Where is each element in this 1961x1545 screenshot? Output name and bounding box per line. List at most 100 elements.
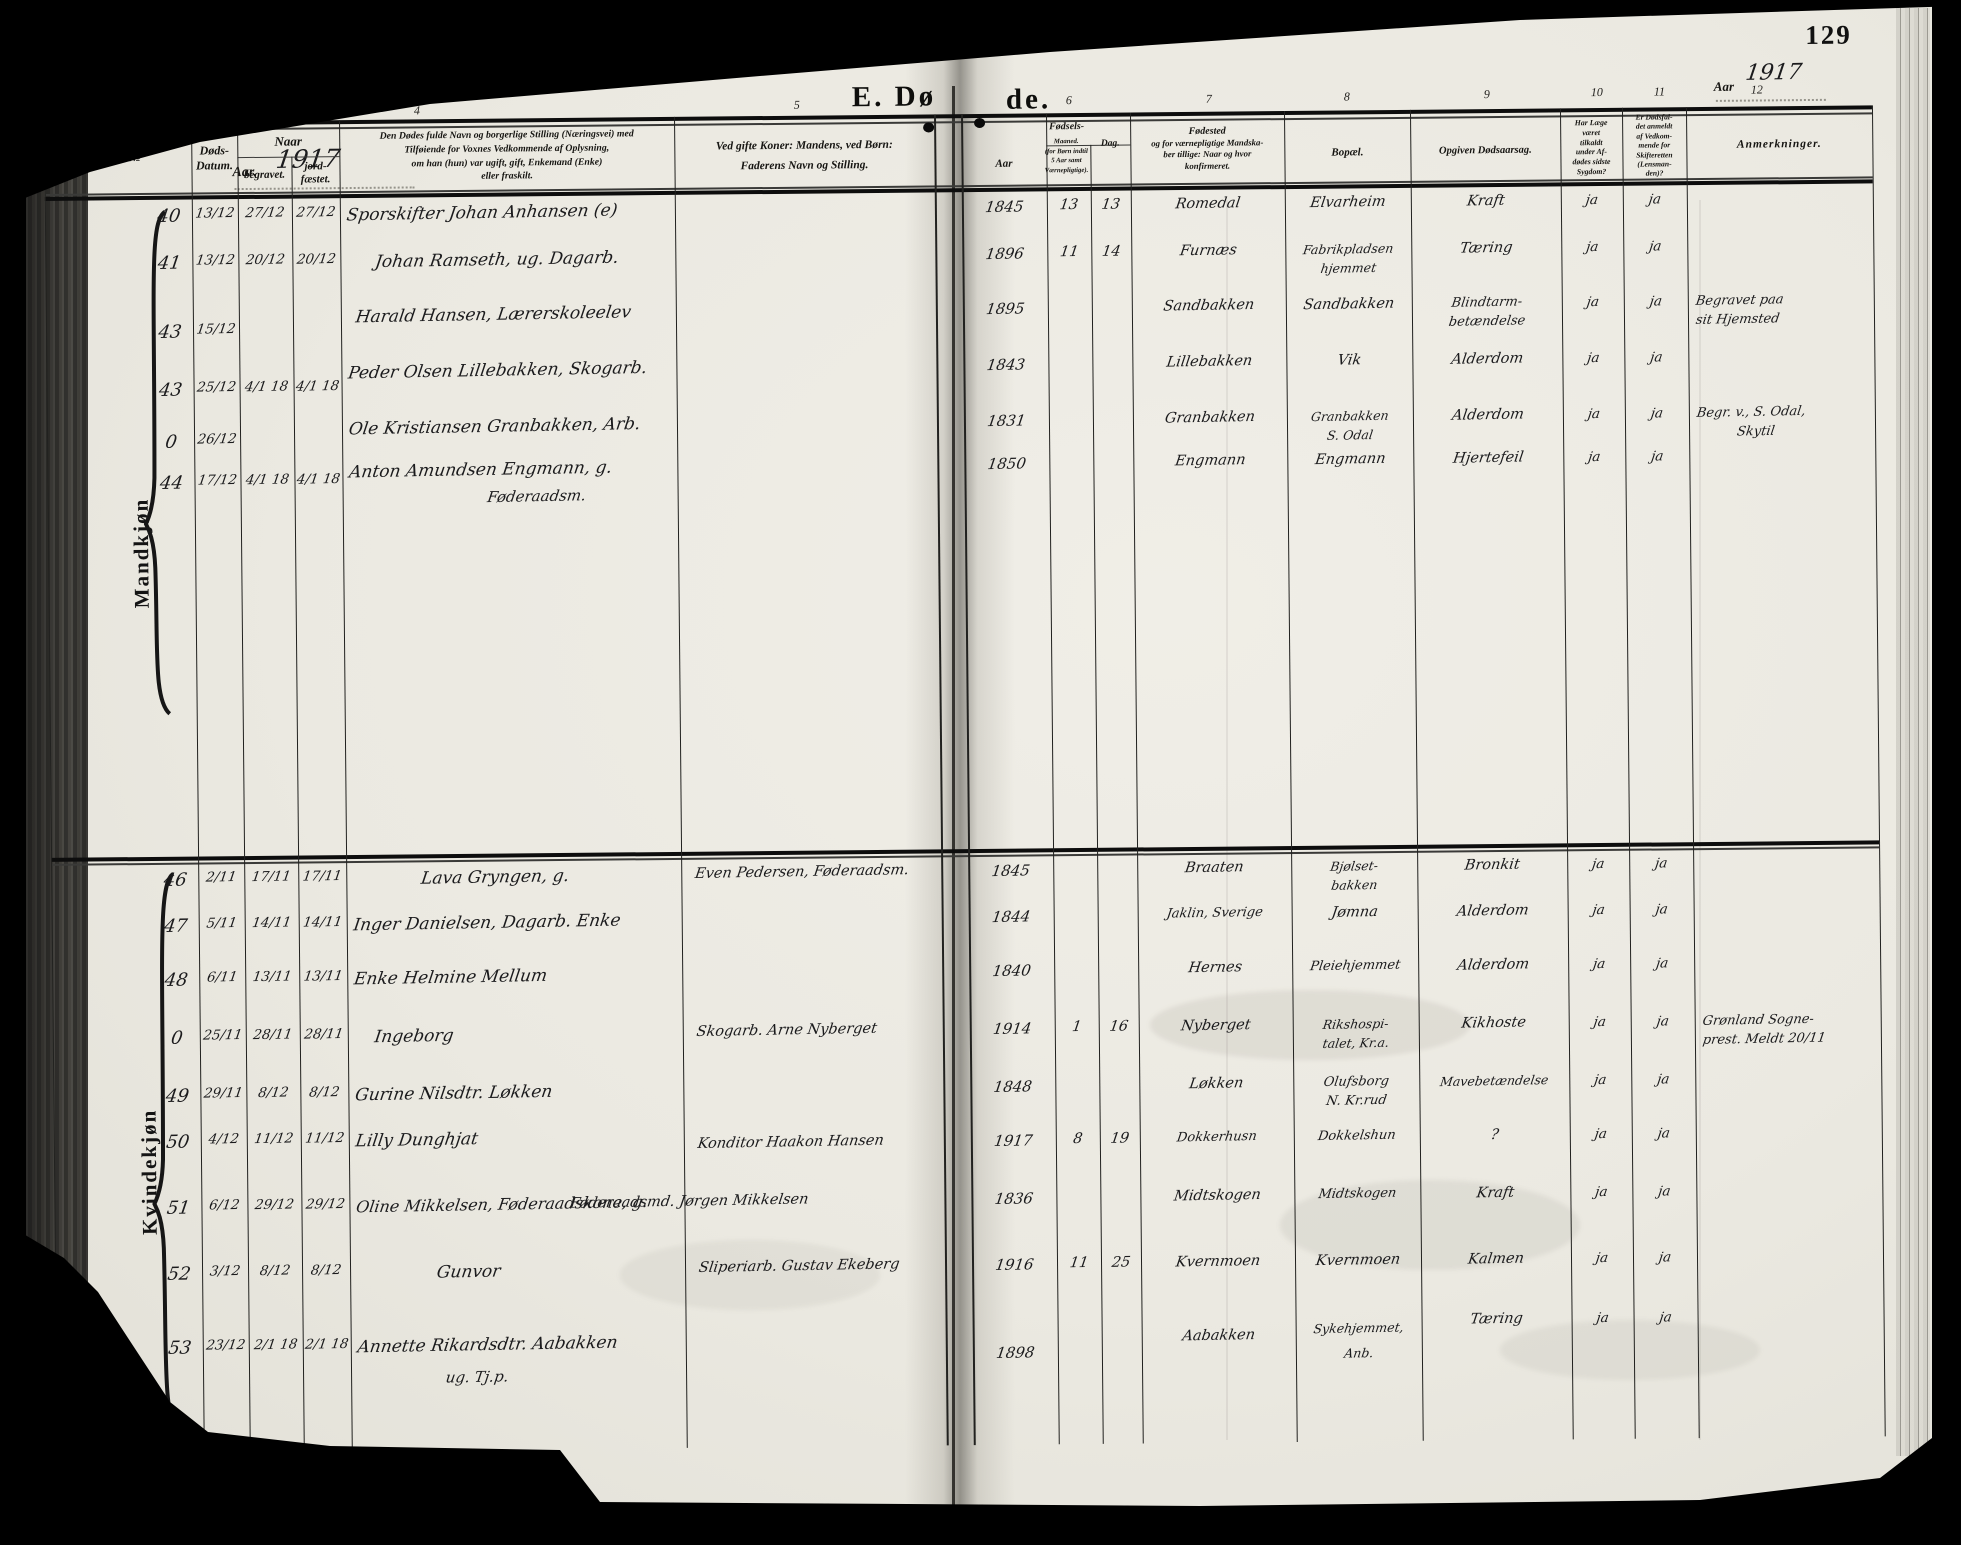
cause-of-death: ?	[1489, 1126, 1500, 1144]
residence: Elvarheim	[1309, 193, 1387, 212]
remark-line2: sit Hjemsted	[1694, 311, 1781, 328]
husband-or-father: Skogarb. Arne Nyberget	[695, 1020, 879, 1041]
record-row-51: 51 6/12 29/12 29/12 Oline Mikkelsen, Fød…	[4, 1181, 1961, 1219]
committal-date: 28/11	[303, 1025, 345, 1043]
birth-year: 1895	[984, 299, 1026, 319]
doctor-called: ja	[1590, 855, 1606, 873]
left-page-right-border	[933, 114, 949, 1446]
buried-date: 8/12	[257, 1084, 290, 1102]
birth-day: 19	[1109, 1130, 1131, 1147]
record-row-50: 50 4/12 11/12 11/12 Lilly Dunghjat Kondi…	[4, 1115, 1961, 1153]
row-number: 53	[166, 1337, 193, 1359]
cause-of-death: Bronkit	[1463, 856, 1521, 874]
birth-month: 11	[1068, 1254, 1090, 1272]
column-line	[339, 120, 354, 1452]
page-number: 129	[1805, 19, 1852, 51]
cause-of-death: Alderdom	[1450, 350, 1525, 368]
row-number: 49	[164, 1085, 191, 1107]
doctor-called: ja	[1586, 405, 1602, 423]
probate-reported: ja	[1657, 1249, 1673, 1266]
record-row-52: 52 3/12 8/12 8/12 Gunvor Sliperiarb. Gus…	[5, 1247, 1961, 1285]
row-number: 44	[158, 472, 185, 494]
residence-line2: bakken	[1330, 876, 1379, 893]
cause-of-death: Alderdom	[1450, 406, 1525, 424]
birthplace: Granbakken	[1163, 408, 1257, 427]
deceased-name: Enke Helmine Mellum	[352, 965, 549, 990]
header-fodested: Fødested og for værnepligtige Mandska- b…	[1151, 125, 1264, 171]
paper-crease	[1226, 200, 1228, 1440]
committal-date: 11/12	[304, 1129, 346, 1147]
deceased-name: Annette Rikardsdtr. Aabakken	[356, 1332, 619, 1358]
record-row-0b: 0 25/11 28/11 28/11 Ingeborg Skogarb. Ar…	[3, 1011, 1961, 1051]
page-title-right: de.	[1005, 83, 1052, 116]
probate-reported: ja	[1657, 1183, 1672, 1200]
record-row-47: 47 5/11 14/11 14/11 Inger Danielsen, Dag…	[2, 899, 1961, 937]
residence: Granbakken	[1310, 407, 1390, 425]
doctor-called: ja	[1594, 1249, 1610, 1267]
buried-date: 11/12	[253, 1130, 295, 1148]
birthplace: Løkken	[1188, 1075, 1245, 1093]
birth-year: 1836	[993, 1189, 1035, 1209]
column-number: 5	[793, 97, 800, 112]
residence: Olufsborg	[1322, 1073, 1391, 1091]
header-naar: Naar	[274, 133, 303, 149]
doctor-called: ja	[1586, 349, 1601, 367]
right-page-edge-stack	[1896, 8, 1930, 1456]
scanned-paper-sheet	[26, 0, 1932, 1512]
bleed-through-smudge	[1280, 1180, 1580, 1270]
probate-reported: ja	[1648, 238, 1663, 255]
birth-month: 13	[1058, 196, 1080, 214]
death-date: 29/11	[202, 1084, 244, 1102]
doctor-called: ja	[1595, 1309, 1610, 1327]
probate-reported: ja	[1653, 855, 1669, 872]
deceased-name: Anton Amundsen Engmann, g.	[347, 457, 614, 483]
probate-reported: ja	[1658, 1309, 1673, 1326]
birthplace: Lillebakken	[1165, 352, 1254, 371]
doctor-called: ja	[1591, 955, 1607, 973]
row-number: 41	[156, 252, 183, 274]
birth-year: 1917	[992, 1131, 1034, 1151]
death-date: 17/12	[196, 471, 239, 489]
row-number: 0	[169, 1027, 185, 1049]
husband-or-father: Konditor Haakon Hansen	[696, 1132, 885, 1153]
gutter-fold-line	[952, 86, 955, 1506]
deceased-name: Harald Hansen, Lærerskoleelev	[354, 302, 633, 328]
column-number: 11	[1653, 84, 1665, 99]
birthplace: Furnæs	[1178, 242, 1238, 260]
birthplace: Braaten	[1183, 859, 1245, 877]
birth-year: 1916	[994, 1255, 1035, 1275]
committal-date: 13/11	[302, 967, 344, 985]
header-dodsdatum: Døds- Datum.	[195, 143, 234, 173]
cause-of-death: Kraft	[1475, 1184, 1516, 1202]
birthplace: Midtskogen	[1172, 1186, 1262, 1205]
buried-date: 27/12	[244, 204, 286, 222]
birthplace: Romedal	[1174, 195, 1242, 213]
birth-month: 11	[1058, 243, 1080, 261]
deceased-name: Peder Olsen Lillebakken, Skogarb.	[346, 357, 649, 384]
header-dodsaarsag: Opgiven Dødsaarsag.	[1438, 144, 1532, 157]
death-date: 13/12	[194, 251, 236, 269]
birth-month: 8	[1072, 1130, 1084, 1148]
residence: Jømna	[1330, 903, 1379, 921]
residence: Dokkelshun	[1316, 1127, 1397, 1145]
death-date: 6/11	[205, 968, 239, 986]
birth-day: 25	[1110, 1254, 1132, 1271]
cause-of-death: Alderdom	[1455, 902, 1530, 920]
residence: Rikshospi-	[1321, 1015, 1390, 1033]
record-row-49: 49 29/11 8/12 8/12 Gurine Nilsdtr. Løkke…	[3, 1069, 1961, 1109]
row-number: 43	[157, 379, 184, 401]
cause-of-death: Kalmen	[1466, 1250, 1526, 1268]
header-anmerkninger: Anmerkninger.	[1736, 137, 1822, 151]
buried-date: 4/1 18	[244, 471, 291, 489]
birth-day: 13	[1100, 196, 1122, 213]
residence-line2: N. Kr.rud	[1325, 1092, 1388, 1109]
doctor-called: ja	[1594, 1183, 1609, 1201]
column-number: 12	[1750, 82, 1763, 97]
birth-year: 1831	[986, 411, 1027, 431]
bleed-through-smudge	[1150, 990, 1470, 1060]
row-number: 48	[163, 969, 190, 991]
book-spine-page-stack	[26, 150, 88, 1480]
gutter-fold-shadow	[905, 0, 1015, 1512]
birth-year: 1914	[991, 1019, 1033, 1039]
row-number: 0	[163, 431, 179, 453]
